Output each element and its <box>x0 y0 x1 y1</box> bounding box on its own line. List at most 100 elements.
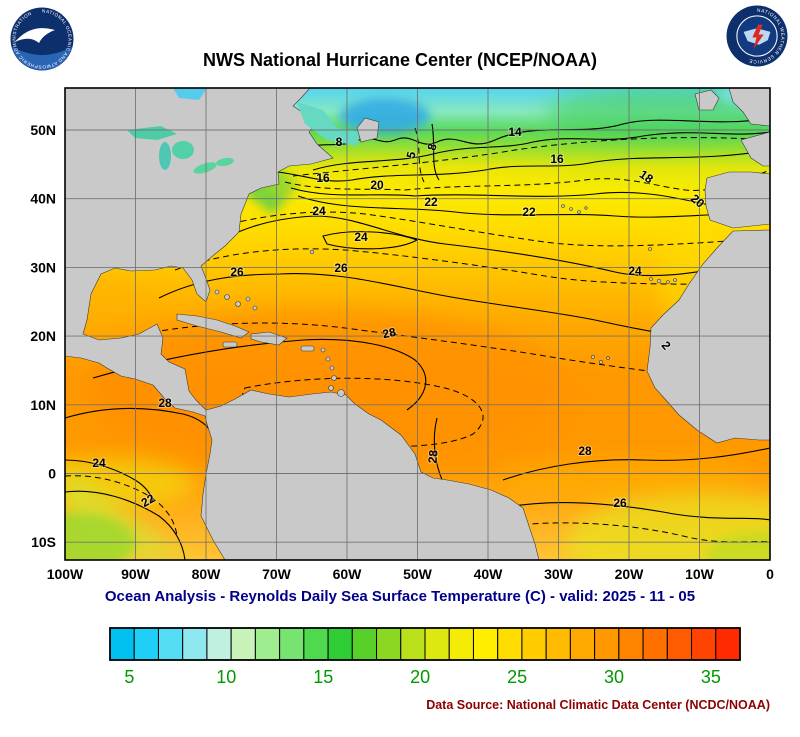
land-azores <box>561 204 588 214</box>
lat-tick-label: 10N <box>30 397 56 413</box>
colorbar-tick-label: 25 <box>507 667 527 687</box>
land-bermuda <box>309 249 315 255</box>
isotherm-contours <box>65 117 770 560</box>
lon-tick-label: 10W <box>685 566 715 582</box>
isotherm-14 <box>312 131 770 171</box>
header: NATIONAL OCEANIC AND ATMOSPHERIC ADMINIS… <box>0 0 800 78</box>
contour-value-label: 20 <box>370 178 384 192</box>
data-source: Data Source: National Climatic Data Cent… <box>426 698 770 712</box>
land-canary-islands <box>649 277 677 284</box>
nws-lightning-icon <box>752 24 764 50</box>
isotherm-5 <box>414 127 425 183</box>
colorbar-cell <box>400 627 426 661</box>
isotherm-18 <box>284 169 770 191</box>
colorbar-cell <box>691 627 717 661</box>
colorbar-cell <box>545 627 571 661</box>
map-subtitle: Ocean Analysis - Reynolds Daily Sea Surf… <box>104 588 696 605</box>
contour-value-label: 24 <box>312 204 326 218</box>
contour-value-label: 14 <box>508 125 522 139</box>
lon-tick-label: 50W <box>403 566 433 582</box>
land-cuba <box>176 313 250 339</box>
lat-tick-label: 20N <box>30 328 56 344</box>
colorbar-cell <box>109 627 135 661</box>
latitude-axis: 50N 40N 30N 20N 10N 0 10S <box>30 122 56 550</box>
land-puerto-rico <box>300 345 315 352</box>
isotherm-8 <box>292 117 770 155</box>
land-americas <box>65 88 540 560</box>
colorbar-cell <box>424 627 450 661</box>
lon-tick-label: 90W <box>121 566 151 582</box>
colorbar-tick-label: 15 <box>313 667 333 687</box>
colorbar-tick-label: 30 <box>604 667 624 687</box>
longitude-axis: 100W 90W 80W 70W 60W 50W 40W 30W 20W 10W 0 <box>47 566 774 582</box>
land-bahamas <box>214 289 258 311</box>
nws-logo-graphic: NATIONAL WEATHER SERVICE <box>726 5 788 67</box>
contour-value-label: 26 <box>334 261 348 275</box>
lat-tick-label: 30N <box>30 259 56 275</box>
noaa-gull-icon <box>15 28 55 43</box>
colorbar: 5 10 15 20 25 30 35 <box>109 627 741 687</box>
isotherm-28-nw <box>92 338 427 411</box>
lon-tick-label: 100W <box>47 566 84 582</box>
lon-tick-label: 20W <box>615 566 645 582</box>
page-title: NWS National Hurricane Center (NCEP/NOAA… <box>202 50 598 70</box>
graticule <box>65 88 770 560</box>
contour-value-label: 26 <box>613 496 627 510</box>
land-cape-verde <box>591 355 610 364</box>
colorbar-cell <box>666 627 693 661</box>
isotherm-23-pacific <box>65 475 178 537</box>
colorbar-cell <box>133 627 159 661</box>
contour-value-label: 22 <box>424 195 438 209</box>
contour-value-label: 24 <box>92 456 106 470</box>
lat-tick-label: 50N <box>30 122 56 138</box>
noaa-logo: NATIONAL OCEANIC AND ATMOSPHERIC ADMINIS… <box>10 7 74 71</box>
noaa-logo-graphic: NATIONAL OCEANIC AND ATMOSPHERIC ADMINIS… <box>10 7 74 71</box>
lon-tick-label: 30W <box>544 566 574 582</box>
isotherm-23 <box>182 211 770 247</box>
contour-value-label: 22 <box>522 205 536 219</box>
isotherm-24 <box>192 215 770 277</box>
colorbar-tick-label: 5 <box>124 667 134 687</box>
lon-tick-label: 40W <box>474 566 504 582</box>
colorbar-cell <box>642 627 668 661</box>
colorbar-cell <box>182 627 208 661</box>
noaa-sea-shape <box>12 47 72 71</box>
map-border <box>64 87 771 561</box>
isotherm-28-e <box>502 447 770 481</box>
contour-value-label: 24 <box>628 264 642 278</box>
lat-tick-label: 0 <box>48 466 56 482</box>
isotherm-28-inner <box>242 377 484 448</box>
contour-value-label: 28 <box>425 449 440 464</box>
contour-value-label: 16 <box>316 171 330 185</box>
colorbar-cells <box>109 627 741 661</box>
great-lakes <box>127 88 234 174</box>
lat-tick-label: 10S <box>31 534 56 550</box>
contour-value-label: 26 <box>230 265 244 279</box>
colorbar-cell <box>448 627 474 661</box>
land-jamaica <box>222 341 238 348</box>
contour-value-label: 28 <box>381 325 397 342</box>
land-france <box>740 131 770 167</box>
isotherm-22-pacific <box>65 490 186 560</box>
colorbar-cell <box>472 627 499 661</box>
colorbar-tick-label: 35 <box>701 667 721 687</box>
colorbar-cell <box>569 627 596 661</box>
land-lesser-antilles <box>320 347 345 397</box>
contour-value-label: 28 <box>578 444 592 458</box>
nws-logo: NATIONAL WEATHER SERVICE <box>726 5 788 67</box>
isotherm-22 <box>297 195 770 218</box>
colorbar-cell <box>279 627 305 661</box>
lon-tick-label: 60W <box>333 566 363 582</box>
isotherm-15 <box>292 137 770 177</box>
contour-value-label: 28 <box>158 396 172 410</box>
land-hispaniola <box>250 331 288 346</box>
colorbar-cell <box>230 627 256 661</box>
colorbar-cell <box>157 627 184 661</box>
contour-value-label: 24 <box>354 230 368 244</box>
colorbar-cell <box>715 627 741 661</box>
colorbar-cell <box>618 627 644 661</box>
